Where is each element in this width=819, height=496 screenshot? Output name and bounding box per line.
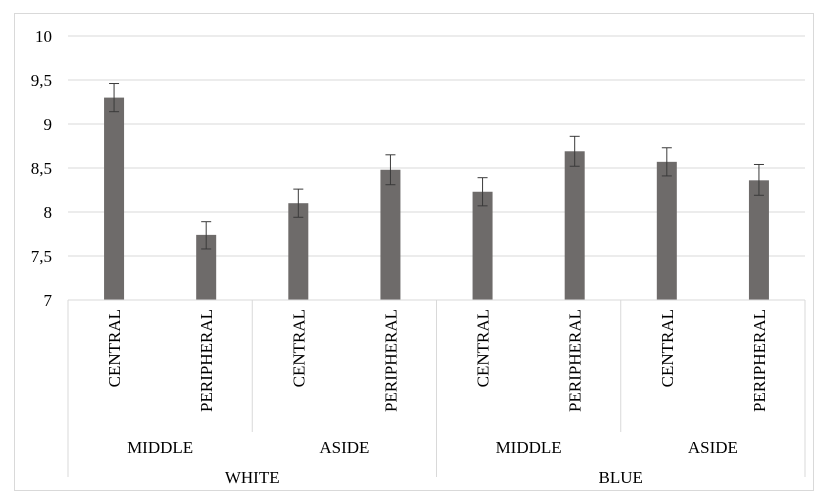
category-label-level1: PERIPHERAL: [750, 309, 769, 412]
y-tick-label: 9: [44, 115, 53, 134]
category-label-level1: PERIPHERAL: [381, 309, 400, 412]
category-label-level1: CENTRAL: [289, 309, 308, 387]
category-label-level3: WHITE: [225, 468, 280, 487]
category-label-level2: ASIDE: [688, 438, 738, 457]
y-tick-label: 7: [44, 291, 53, 310]
bars: [104, 97, 769, 300]
category-label-level1: PERIPHERAL: [566, 309, 585, 412]
y-tick-label: 8,5: [31, 159, 52, 178]
y-tick-label: 10: [35, 27, 52, 46]
category-label-level1: PERIPHERAL: [197, 309, 216, 412]
category-label-level1: CENTRAL: [105, 309, 124, 387]
bar: [380, 169, 401, 300]
bar-chart: 7 7,5 8 8,5 9 9,5 10 CENTRAL PERIPHERAL CENTRAL P…: [31, 27, 806, 487]
category-label-level2: ASIDE: [319, 438, 369, 457]
error-bars: [109, 83, 764, 250]
chart-frame: 7 7,5 8 8,5 9 9,5 10 CENTRAL PERIPHERAL CENTRAL P…: [14, 13, 814, 491]
bar: [748, 180, 769, 300]
y-tick-label: 7,5: [31, 247, 52, 266]
category-label-level2: MIDDLE: [127, 438, 193, 457]
y-tick-label: 8: [44, 203, 53, 222]
y-axis-tick-labels: 7 7,5 8 8,5 9 9,5 10: [31, 27, 53, 310]
bar: [196, 234, 217, 300]
y-tick-label: 9,5: [31, 71, 52, 90]
category-axis: [67, 299, 806, 477]
category-labels: CENTRAL PERIPHERAL CENTRAL PERIPHERAL CENTRA…: [105, 309, 769, 487]
gridlines: [68, 35, 805, 257]
category-label-level2: MIDDLE: [496, 438, 562, 457]
category-label-level1: CENTRAL: [474, 309, 493, 387]
bar: [656, 161, 677, 300]
category-label-level1: CENTRAL: [658, 309, 677, 387]
bar: [288, 203, 309, 300]
bar: [472, 191, 493, 300]
bar: [104, 97, 125, 300]
category-label-level3: BLUE: [599, 468, 643, 487]
bar: [564, 151, 585, 300]
